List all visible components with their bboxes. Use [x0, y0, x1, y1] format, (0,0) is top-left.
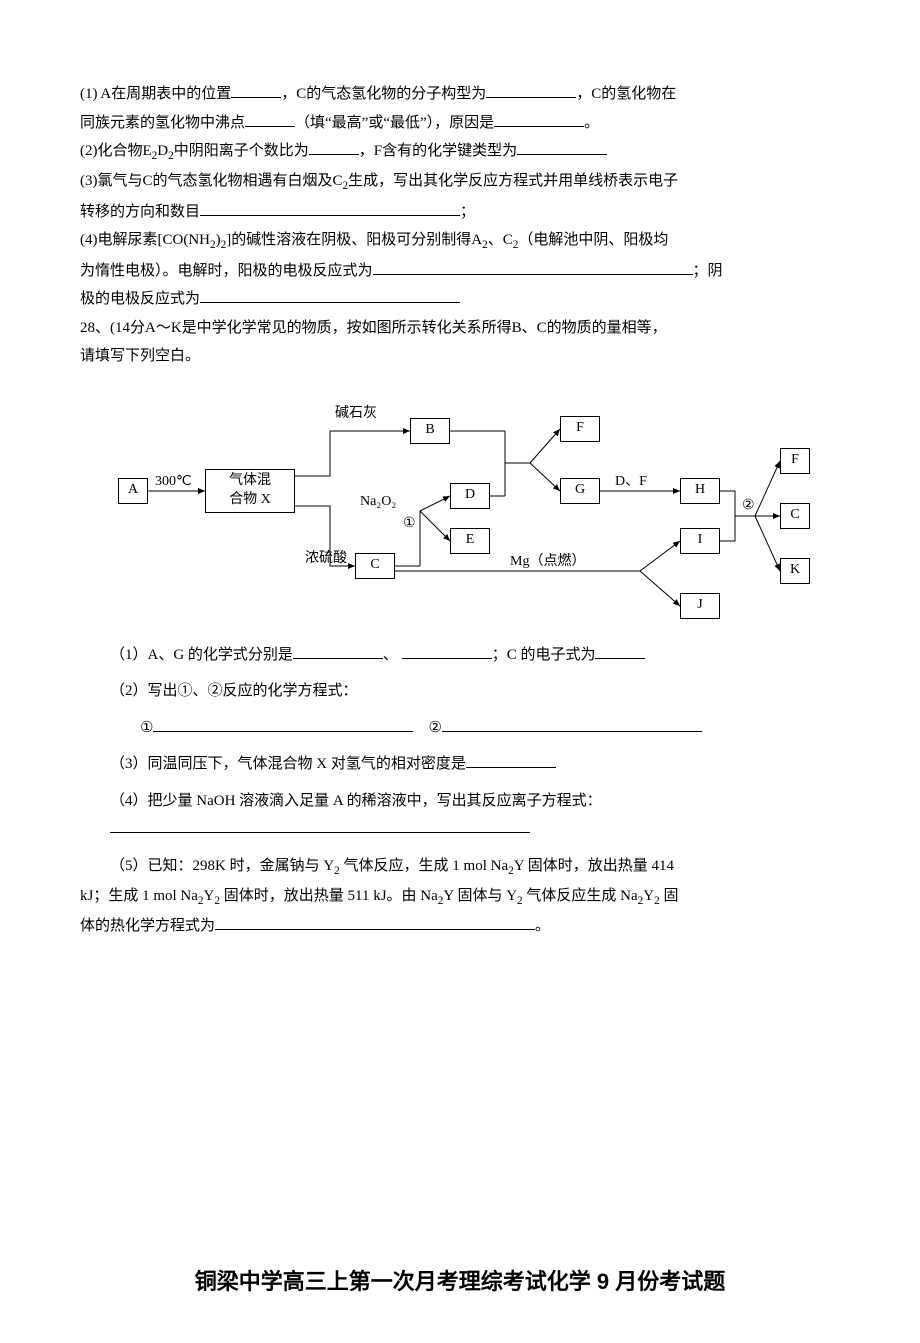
text: kJ；生成 1 mol Na [80, 888, 198, 904]
text: 体的热化学方程式为 [80, 918, 215, 934]
q28-s3: （3）同温同压下，气体混合物 X 对氢气的相对密度是 [80, 750, 840, 779]
text: ；阴 [693, 263, 723, 279]
text: Y [643, 888, 654, 904]
label-nongsuan: 浓硫酸 [305, 546, 347, 573]
box-E: E [450, 528, 490, 554]
text: ；C 的电子式为 [492, 647, 596, 663]
label-na2o2: Na₂O₂ [360, 489, 396, 516]
text: （1）A、G 的化学式分别是 [110, 647, 293, 663]
label-300c: 300℃ [155, 469, 192, 496]
text: 固体时，放出热量 511 kJ。由 Na [220, 888, 438, 904]
box-C2: C [780, 503, 810, 529]
box-F1: F [560, 416, 600, 442]
box-A: A [118, 478, 148, 504]
label-mg: Mg（点燃） [510, 549, 585, 576]
box-F2: F [780, 448, 810, 474]
text: 。 [535, 918, 550, 934]
q27-line7: 为惰性电极）。电解时，阳极的电极反应式为 ；阴 [80, 257, 840, 286]
q27-line8: 极的电极反应式为 [80, 285, 840, 314]
blank [309, 139, 359, 155]
box-X: 气体混 合物 X [205, 469, 295, 513]
text: ① [140, 720, 153, 736]
text: D [157, 143, 168, 159]
text: ，C的气态氢化物的分子构型为 [281, 86, 486, 102]
blank [200, 287, 460, 303]
label-df: D、F [615, 469, 647, 496]
text: （填“最高”或“最低”），原因是 [295, 115, 494, 131]
box-D: D [450, 483, 490, 509]
q27-line1: (1) A在周期表中的位置 ，C的气态氢化物的分子构型为 ，C的氢化物在 [80, 80, 840, 109]
blank [153, 716, 413, 732]
text: 极的电极反应式为 [80, 291, 200, 307]
text: 生成，写出其化学反应方程式并用单线桥表示电子 [348, 173, 678, 189]
q28-intro-b: 请填写下列空白。 [80, 342, 840, 371]
blank [494, 111, 584, 127]
text: 、C [488, 232, 513, 248]
text: ，F含有的化学键类型为 [359, 143, 517, 159]
text: (2)化合物E [80, 143, 152, 159]
q28-intro-a: 28、(14分A～K是中学化学常见的物质，按如图所示转化关系所得B、C的物质的量… [80, 314, 840, 343]
blank [402, 643, 492, 659]
box-I: I [680, 528, 720, 554]
blank [486, 82, 576, 98]
q27-line4: (3)氯气与C的气态氢化物相遇有白烟及C2生成，写出其化学反应方程式并用单线桥表… [80, 167, 840, 197]
q27-line3: (2)化合物E2D2中阴阳离子个数比为，F含有的化学键类型为 [80, 137, 840, 167]
q28-s2-eq: ① ② [80, 714, 840, 743]
blank [373, 259, 693, 275]
blank [231, 82, 281, 98]
page-title: 铜梁中学高三上第一次月考理综考试化学 9 月份考试题 [80, 1261, 840, 1303]
box-C: C [355, 553, 395, 579]
label-circ1: ① [403, 511, 416, 538]
q28-s4: （4）把少量 NaOH 溶液滴入足量 A 的稀溶液中，写出其反应离子方程式： [80, 787, 840, 816]
text: 同族元素的氢化物中沸点 [80, 115, 245, 131]
q27-line6: (4)电解尿素[CO(NH2)2]的碱性溶液在阴极、阳极可分别制得A2、C2（电… [80, 226, 840, 256]
text: Y 固体时，放出热量 414 [514, 858, 674, 874]
q28-s7: 体的热化学方程式为 。 [80, 912, 840, 941]
blank [466, 752, 556, 768]
q28-s6: kJ；生成 1 mol Na2Y2 固体时，放出热量 511 kJ。由 Na2Y… [80, 882, 840, 912]
q28-s5: （5）已知：298K 时，金属钠与 Y2 气体反应，生成 1 mol Na2Y … [80, 852, 840, 882]
box-G: G [560, 478, 600, 504]
text: Y [204, 888, 215, 904]
text: Y 固体与 Y [443, 888, 517, 904]
q27-line2: 同族元素的氢化物中沸点 （填“最高”或“最低”），原因是 。 [80, 109, 840, 138]
text: 固 [660, 888, 679, 904]
text: （3）同温同压下，气体混合物 X 对氢气的相对密度是 [110, 756, 466, 772]
text: （电解池中阴、阳极均 [518, 232, 668, 248]
label-jianshihui: 碱石灰 [335, 401, 377, 428]
text: 气体反应生成 Na [523, 888, 638, 904]
blank [110, 817, 530, 833]
text: （5）已知：298K 时，金属钠与 Y [110, 858, 334, 874]
box-K: K [780, 558, 810, 584]
text: (1) A在周期表中的位置 [80, 86, 231, 102]
text: 、 [383, 647, 402, 663]
box-B: B [410, 418, 450, 444]
text: 气体反应，生成 1 mol Na [340, 858, 508, 874]
text: 。 [584, 115, 599, 131]
q28-s4-blank [80, 815, 840, 844]
blank [215, 914, 535, 930]
label-circ2: ② [742, 493, 755, 520]
text: (4)电解尿素[CO(NH [80, 232, 210, 248]
blank [293, 643, 383, 659]
text: ，C的氢化物在 [576, 86, 676, 102]
blank [245, 111, 295, 127]
text: ； [460, 204, 475, 220]
box-H: H [680, 478, 720, 504]
blank [595, 643, 645, 659]
flow-diagram: A 气体混 合物 X B C D E F G H I J F C K 300℃ … [110, 381, 810, 631]
blank [442, 716, 702, 732]
text: 转移的方向和数目 [80, 204, 200, 220]
text: 中阴阳离子个数比为 [174, 143, 309, 159]
text: 为惰性电极）。电解时，阳极的电极反应式为 [80, 263, 373, 279]
text: ]的碱性溶液在阴极、阳极可分别制得A [226, 232, 482, 248]
blank [517, 139, 607, 155]
q28-s2: （2）写出①、②反应的化学方程式： [80, 677, 840, 706]
blank [200, 200, 460, 216]
text: (3)氯气与C的气态氢化物相遇有白烟及C [80, 173, 343, 189]
box-J: J [680, 593, 720, 619]
q27-line5: 转移的方向和数目 ； [80, 198, 840, 227]
text: ② [428, 720, 441, 736]
q28-s1: （1）A、G 的化学式分别是 、 ；C 的电子式为 [80, 641, 840, 670]
